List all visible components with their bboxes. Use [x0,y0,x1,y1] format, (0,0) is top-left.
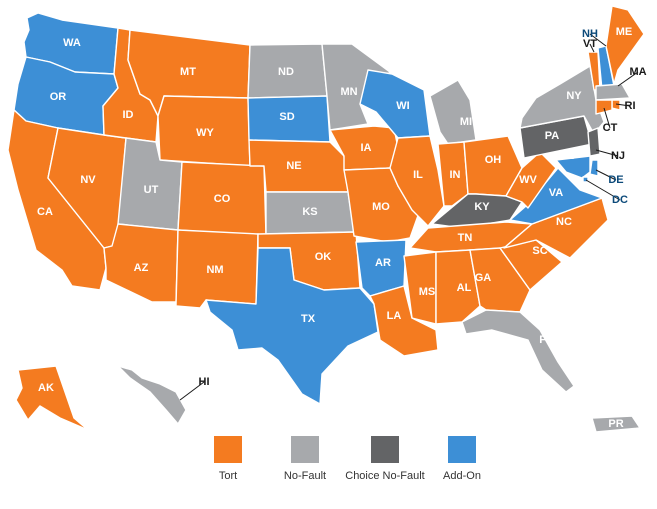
callout-line-nh [589,33,607,47]
legend-label-no-fault: No-Fault [283,470,327,482]
state-wv [505,151,557,209]
state-mn [321,43,391,131]
state-label-fl: FL [539,334,553,346]
legend: Tort No-Fault Choice No-Fault Add-On [198,436,481,496]
state-label-ma: MA [629,66,646,78]
state-label-dc: DC [612,194,628,206]
state-label-wy: WY [196,127,214,139]
state-label-ky: KY [474,201,490,213]
state-ct [595,99,613,115]
state-label-ne: NE [286,160,301,172]
state-label-nv: NV [80,174,96,186]
state-md [555,155,591,179]
callout-line-ri [615,103,631,107]
state-label-me: ME [616,26,633,38]
state-il [389,135,445,227]
callout-line-ma [617,71,639,87]
callout-line-de [595,169,617,181]
state-label-ms: MS [419,286,436,298]
state-label-la: LA [387,310,402,322]
state-tx [205,247,379,405]
state-label-wi: WI [396,100,409,112]
state-pr [591,415,641,433]
state-label-ga: GA [475,272,492,284]
state-ma [595,83,631,101]
state-ak [15,365,89,431]
callout-line-ct [603,107,611,129]
state-label-ca: CA [37,206,53,218]
state-label-sd: SD [279,111,294,123]
state-label-md: MD [559,150,576,162]
state-label-pa: PA [545,130,560,142]
state-de [589,159,599,177]
state-label-al: AL [457,282,472,294]
state-mi [429,79,477,145]
state-label-sc: SC [532,245,547,257]
legend-item-choice-no-fault: Choice No-Fault [340,436,430,482]
state-label-or: OR [50,91,67,103]
legend-label-tort: Tort [218,470,238,482]
state-nj [587,127,601,157]
state-fl [461,309,575,393]
state-label-nj: NJ [611,150,625,162]
state-hi [117,365,187,425]
state-label-de: DE [608,174,623,186]
state-al [435,249,481,325]
state-label-nh: NH [582,28,598,40]
state-label-mi: MI [460,116,472,128]
state-label-in: IN [450,169,461,181]
callout-line-nj [595,149,619,157]
state-label-ut: UT [144,184,159,196]
legend-swatch-add-on [448,436,476,463]
state-label-az: AZ [134,262,149,274]
state-label-ok: OK [315,251,332,263]
legend-label-choice-no-fault: Choice No-Fault [345,470,425,482]
state-label-tn: TN [458,232,473,244]
state-label-mt: MT [180,66,196,78]
state-label-co: CO [214,193,231,205]
state-label-ks: KS [302,206,317,218]
state-label-mo: MO [372,201,390,213]
state-label-pr: PR [608,418,623,430]
state-label-vt: VT [583,38,597,50]
state-label-oh: OH [485,154,502,166]
legend-label-add-on: Add-On [443,470,481,482]
state-label-nm: NM [206,264,223,276]
state-label-ak: AK [38,382,54,394]
state-label-wv: WV [519,174,537,186]
state-label-mn: MN [340,86,357,98]
state-label-nc: NC [556,216,572,228]
legend-item-add-on: Add-On [417,436,507,482]
state-label-ny: NY [566,90,582,102]
legend-swatch-no-fault [291,436,319,463]
legend-item-tort: Tort [183,436,273,482]
state-label-il: IL [413,169,423,181]
state-la [369,285,439,357]
state-label-id: ID [123,109,134,121]
state-label-ct: CT [603,122,618,134]
legend-item-no-fault: No-Fault [260,436,350,482]
legend-swatch-tort [214,436,242,463]
state-label-ia: IA [361,142,372,154]
state-label-va: VA [549,187,564,199]
state-label-tx: TX [301,313,316,325]
state-ri [611,99,621,111]
callout-line-hi [179,381,205,401]
state-label-nd: ND [278,66,294,78]
state-label-ar: AR [375,257,391,269]
state-label-wa: WA [63,37,81,49]
state-label-ri: RI [625,100,636,112]
callout-line-dc [585,179,621,201]
callout-line-vt [589,43,595,53]
legend-swatch-choice-no-fault [371,436,399,463]
state-label-hi: HI [199,376,210,388]
